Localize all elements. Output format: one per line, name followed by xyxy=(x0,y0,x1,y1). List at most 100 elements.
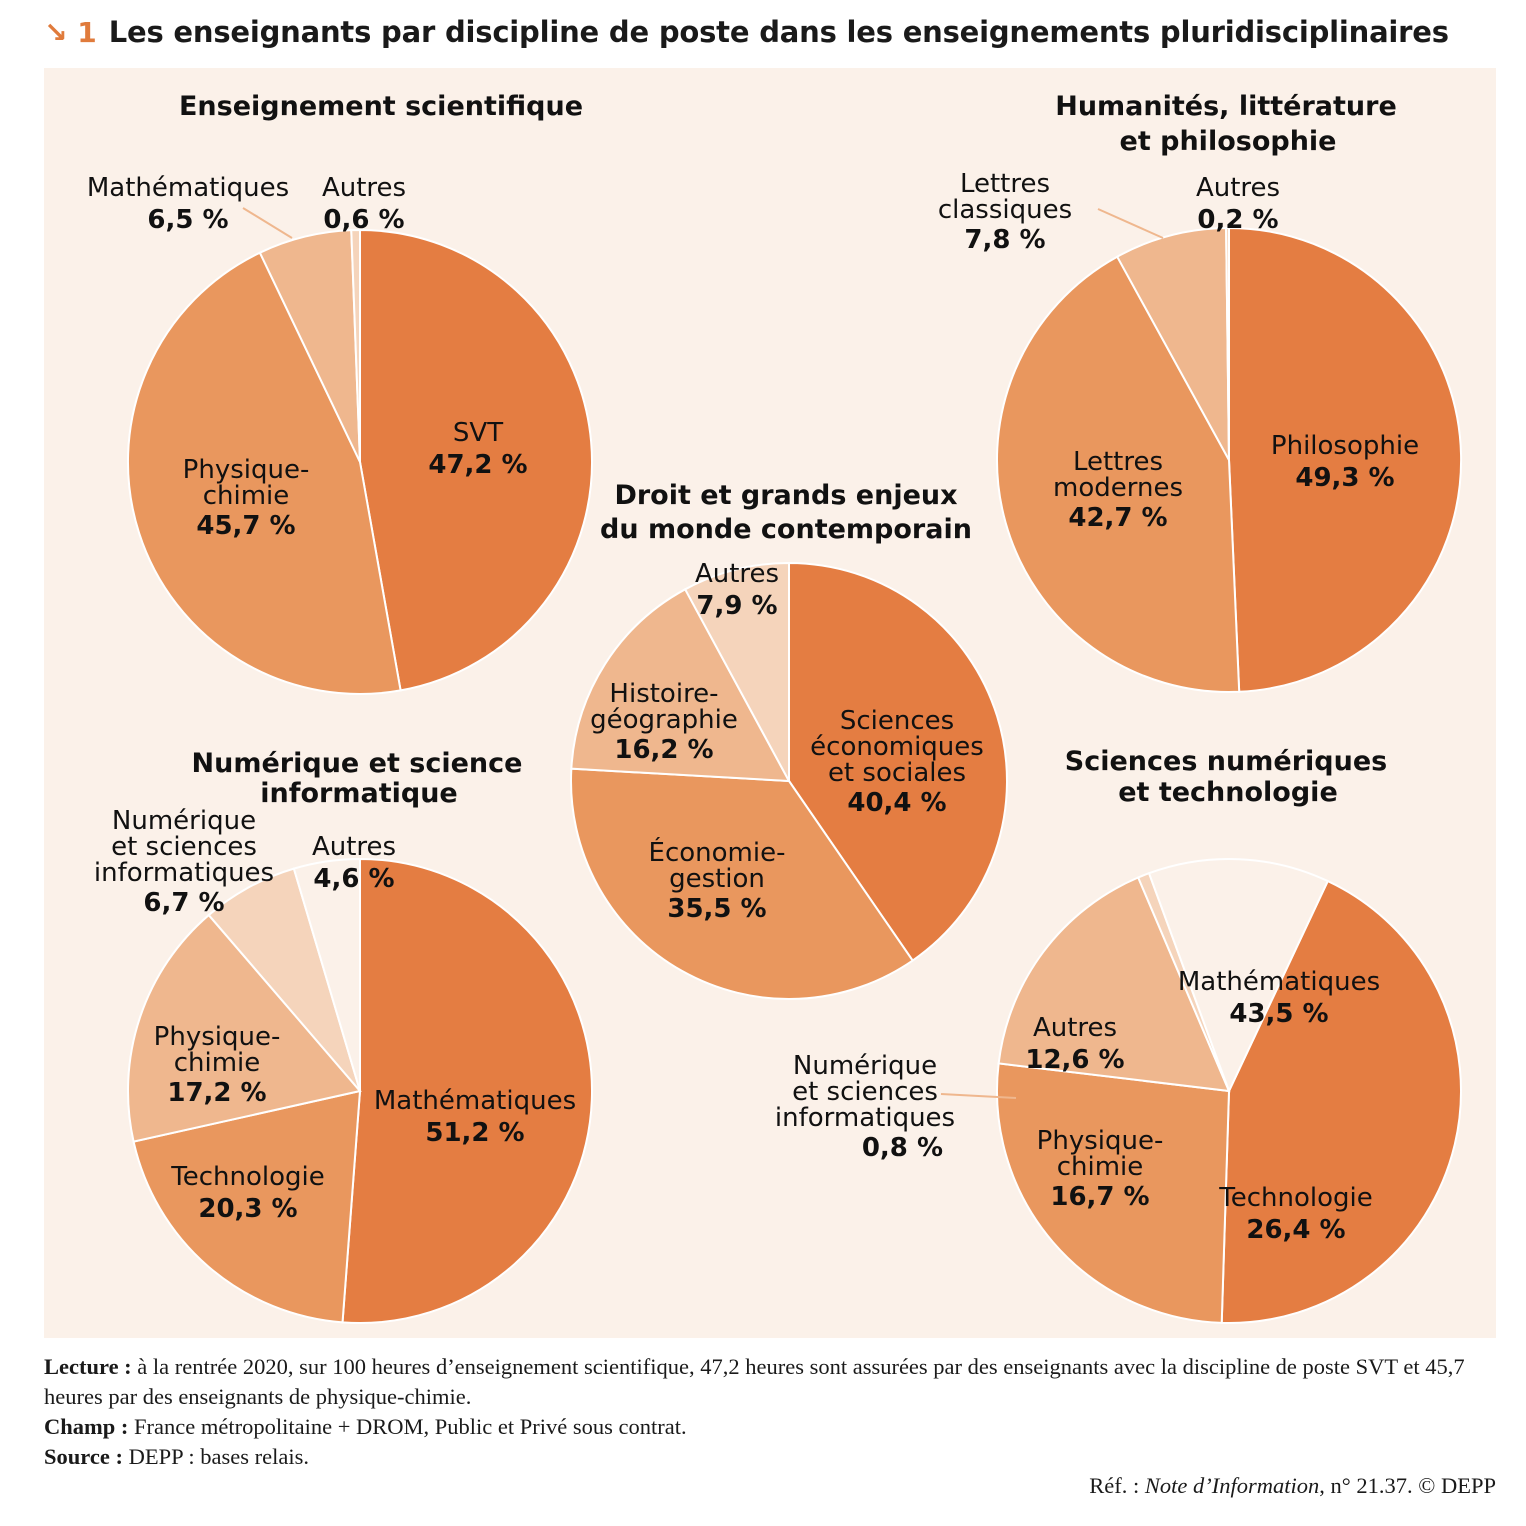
slice-label-sciences-economiques-et-sociales: économiques xyxy=(810,732,984,762)
pie-slice-technologie xyxy=(132,1089,362,1324)
chart-title: Droit et grands enjeux xyxy=(614,480,957,511)
slice-label-autres: Autres xyxy=(322,173,406,203)
chart-title: Humanités, littérature xyxy=(1055,91,1397,122)
slice-value-histoire-geographie: 16,2 % xyxy=(614,735,713,765)
slice-label-physique-chimie: Physique- xyxy=(183,455,310,485)
figure-header: ↘ 1 Les enseignants par discipline de po… xyxy=(44,10,1449,54)
slice-value-mathematiques: 6,5 % xyxy=(147,205,228,235)
pie-slice-autres xyxy=(350,228,361,463)
slice-value-numerique-et-sciences-informatiques: 0,8 % xyxy=(862,1133,943,1163)
figure-number: ↘ 1 xyxy=(44,15,97,49)
slice-label-autres: Autres xyxy=(1033,1013,1117,1043)
slice-label-physique-chimie: Physique- xyxy=(1037,1126,1164,1156)
figure-notes: Lecture : à la rentrée 2020, sur 100 heu… xyxy=(44,1352,1496,1472)
slice-label-technologie: Technologie xyxy=(1218,1183,1372,1213)
slice-value-physique-chimie: 45,7 % xyxy=(196,511,295,541)
slice-label-sciences-economiques-et-sociales: Sciences xyxy=(840,706,954,736)
slice-label-mathematiques: Mathématiques xyxy=(87,173,289,203)
slice-label-lettres-classiques: classiques xyxy=(938,195,1072,225)
slice-value-physique-chimie: 17,2 % xyxy=(167,1078,266,1108)
slice-label-numerique-et-sciences-informatiques: Numérique xyxy=(793,1051,937,1081)
slice-label-economie-gestion: Économie- xyxy=(649,836,786,868)
slice-label-philosophie: Philosophie xyxy=(1271,431,1419,461)
slice-label-numerique-et-sciences-informatiques: et sciences xyxy=(111,832,257,862)
pie-chart-humanites-litterature-et-philosophie: Humanités, littérature et philosophie Phil… xyxy=(938,91,1463,693)
slice-label-numerique-et-sciences-informatiques: informatiques xyxy=(94,858,274,888)
slice-value-economie-gestion: 35,5 % xyxy=(667,894,766,924)
pie-slice-autres xyxy=(292,857,361,1092)
source-note: Source : DEPP : bases relais. xyxy=(44,1444,309,1469)
slice-label-physique-chimie: chimie xyxy=(174,1048,261,1078)
pie-slice-philosophie xyxy=(1228,226,1463,693)
leader-line xyxy=(1097,208,1164,239)
slice-label-histoire-geographie: géographie xyxy=(590,705,738,735)
slice-label-numerique-et-sciences-informatiques: et sciences xyxy=(792,1077,938,1107)
slice-label-technologie: Technologie xyxy=(170,1162,324,1192)
slice-label-economie-gestion: gestion xyxy=(669,864,765,894)
slice-label-histoire-geographie: Histoire- xyxy=(609,679,718,709)
pie-slice-lettres-modernes xyxy=(995,255,1241,693)
chart-title: et technologie xyxy=(1118,777,1338,808)
slice-label-lettres-modernes: Lettres xyxy=(1073,447,1163,477)
pie-slice-sciences-economiques-et-sociales xyxy=(788,561,1008,962)
chart-title: du monde contemporain xyxy=(600,514,972,545)
slice-value-technologie: 20,3 % xyxy=(198,1194,297,1224)
pie-slice-autres xyxy=(1225,226,1230,461)
pie-slice-mathematiques xyxy=(1220,879,1462,1324)
slice-label-lettres-classiques: Lettres xyxy=(960,169,1050,199)
chart-title: Sciences numériques xyxy=(1065,746,1387,777)
chart-title: informatique xyxy=(260,778,457,809)
pie-slice-physique-chimie xyxy=(127,913,362,1143)
lecture-note: Lecture : à la rentrée 2020, sur 100 heu… xyxy=(44,1354,1465,1409)
pie-slice-economie-gestion xyxy=(570,767,915,1000)
figure-title: Les enseignants par discipline de poste … xyxy=(108,15,1449,49)
slice-label-autres: Autres xyxy=(312,832,396,862)
slice-value-mathematiques: 43,5 % xyxy=(1229,999,1328,1029)
pie-slice-svt xyxy=(359,228,594,692)
slice-label-numerique-et-sciences-informatiques: informatiques xyxy=(775,1103,955,1133)
pie-slice-autres xyxy=(683,561,790,782)
slice-label-mathematiques: Mathématiques xyxy=(1178,967,1380,997)
slice-label-physique-chimie: Physique- xyxy=(154,1022,281,1052)
slice-value-autres: 0,2 % xyxy=(1197,205,1278,235)
chart-title: et philosophie xyxy=(1120,126,1337,157)
slice-label-autres: Autres xyxy=(695,559,779,589)
slice-value-physique-chimie: 16,7 % xyxy=(1050,1182,1149,1212)
chart-title: Enseignement scientifique xyxy=(179,91,583,122)
slice-value-autres: 7,9 % xyxy=(696,591,777,621)
slice-value-lettres-modernes: 42,7 % xyxy=(1068,503,1167,533)
champ-note: Champ : France métropolitaine + DROM, Pu… xyxy=(44,1414,687,1439)
chart-title: Numérique et science xyxy=(192,748,523,779)
leader-line xyxy=(242,207,293,239)
slice-label-lettres-modernes: modernes xyxy=(1053,473,1183,503)
slice-label-numerique-et-sciences-informatiques: Numérique xyxy=(112,806,256,836)
pie-slice-autres xyxy=(1147,858,1330,1094)
pie-slice-mathematiques xyxy=(341,857,593,1324)
slice-label-physique-chimie: chimie xyxy=(203,481,290,511)
slice-value-sciences-economiques-et-sociales: 40,4 % xyxy=(847,788,946,818)
slice-value-mathematiques: 51,2 % xyxy=(425,1118,524,1148)
pie-slice-histoire-geographie xyxy=(570,587,791,783)
slice-value-lettres-classiques: 7,8 % xyxy=(964,225,1045,255)
leader-line xyxy=(940,1093,1017,1099)
reference: Réf. : Note d’Information, n° 21.37. © D… xyxy=(1089,1473,1496,1498)
slice-label-autres: Autres xyxy=(1196,173,1280,203)
pie-slice-lettres-classiques xyxy=(1115,227,1230,461)
pie-slice-physique-chimie xyxy=(126,251,402,695)
pie-slice-physique-chimie xyxy=(997,876,1231,1093)
pie-slice-technologie xyxy=(996,1062,1231,1324)
slice-label-svt: SVT xyxy=(453,418,503,448)
slice-value-technologie: 26,4 % xyxy=(1246,1215,1345,1245)
slice-value-philosophie: 49,3 % xyxy=(1295,463,1394,493)
slice-value-autres: 0,6 % xyxy=(323,205,404,235)
slice-value-numerique-et-sciences-informatiques: 6,7 % xyxy=(143,888,224,918)
slice-label-physique-chimie: chimie xyxy=(1057,1152,1144,1182)
slice-label-mathematiques: Mathématiques xyxy=(374,1086,576,1116)
slice-value-autres: 4,6 % xyxy=(313,864,394,894)
slice-label-sciences-economiques-et-sociales: et sociales xyxy=(828,758,966,788)
